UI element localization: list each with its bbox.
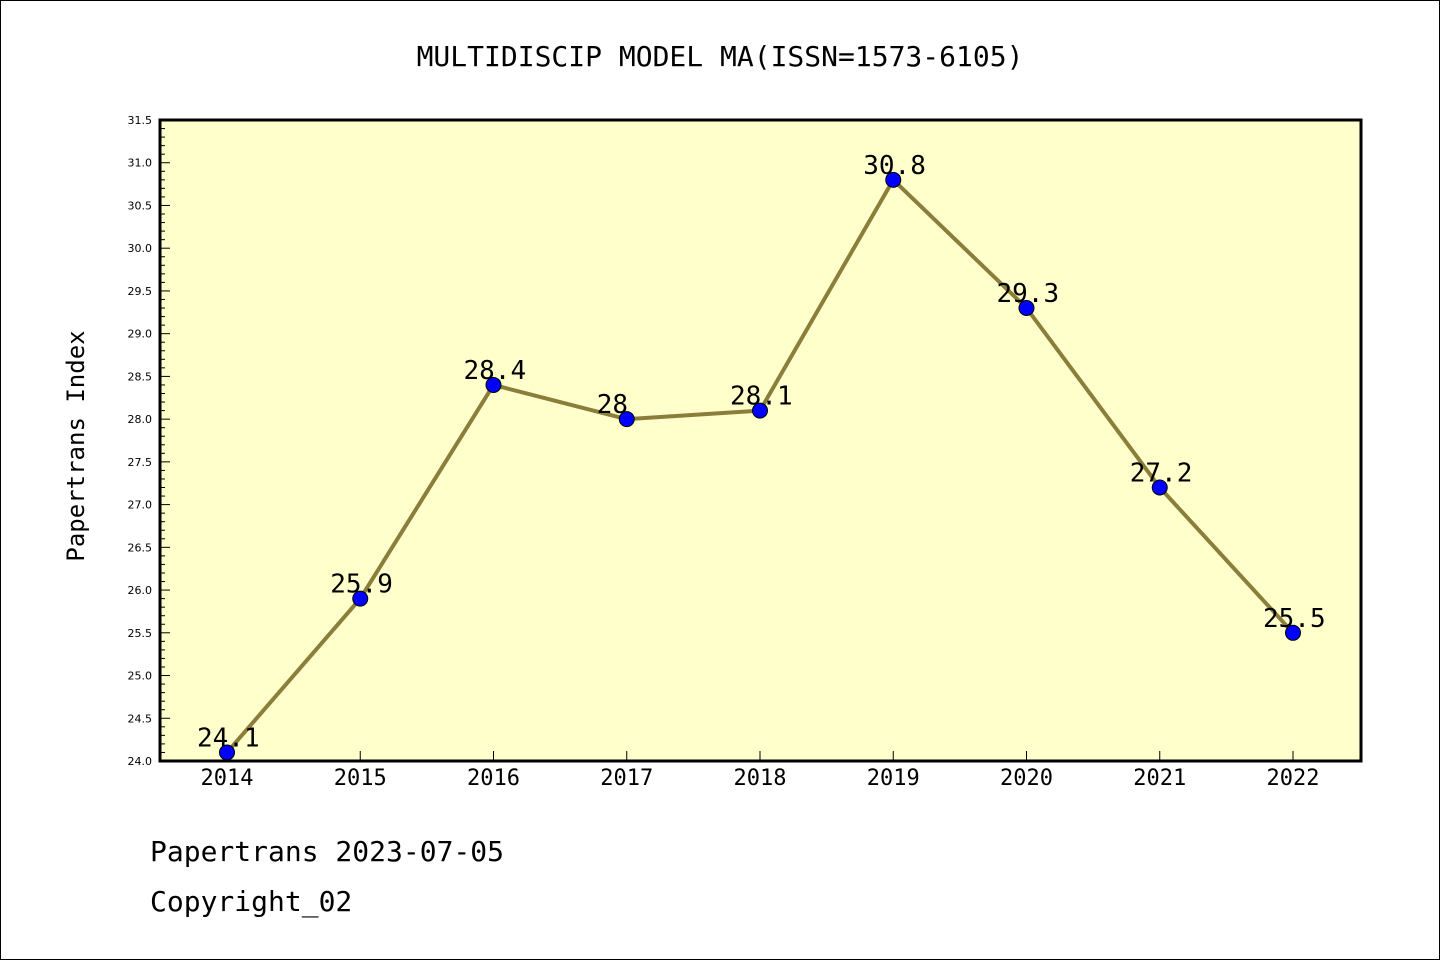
x-tick-label: 2019 [867, 766, 920, 791]
x-tick-label: 2021 [1133, 766, 1186, 791]
chart-title: MULTIDISCIP MODEL MA(ISSN=1573-6105) [417, 40, 1024, 73]
y-tick-label: 31.5 [128, 114, 153, 127]
x-tick-label: 2016 [467, 766, 520, 791]
axis-ticks: 24.0 24.5 25.0 25.5 26.0 26.5 27.0 27.5 28.0 28.5… [128, 114, 1320, 791]
data-point [618, 411, 635, 428]
data-label: 30.8 [863, 151, 926, 181]
data-point [885, 171, 902, 188]
y-tick-label: 26.0 [128, 584, 153, 597]
y-tick-label: 28.0 [128, 413, 153, 426]
x-tick-label: 2014 [201, 766, 254, 791]
y-tick-label: 31.0 [128, 157, 153, 170]
data-point [1018, 300, 1035, 317]
y-tick-label: 30.5 [128, 199, 153, 212]
data-label: 25.9 [330, 570, 393, 600]
data-point [485, 376, 502, 393]
data-label: 29.3 [997, 279, 1060, 309]
data-label: 27.2 [1130, 459, 1193, 489]
data-point [752, 402, 768, 419]
y-tick-label: 25.5 [128, 627, 153, 640]
data-label: 25.5 [1263, 604, 1326, 634]
data-point [1151, 479, 1168, 496]
y-tick-label: 24.5 [128, 712, 153, 725]
data-markers [219, 171, 1301, 761]
data-label: 24.1 [197, 723, 260, 753]
y-tick-label: 30.0 [128, 242, 153, 255]
data-labels: 24.1 25.9 28.4 28 28.1 30.8 29.3 27.2 25.5 [197, 151, 1326, 754]
x-tick-label: 2017 [600, 766, 653, 791]
y-axis-label: Papertrans Index [62, 330, 90, 561]
y-tick-label: 29.5 [128, 285, 153, 298]
plot-border [158, 118, 1363, 763]
y-tick-label: 24.0 [128, 755, 153, 768]
data-label: 28.4 [464, 356, 527, 386]
y-tick-label: 26.5 [128, 541, 153, 554]
x-tick-label: 2018 [734, 766, 787, 791]
x-tick-label: 2015 [334, 766, 387, 791]
x-tick-label: 2022 [1267, 766, 1320, 791]
y-tick-label: 27.0 [128, 499, 153, 512]
y-tick-label: 28.5 [128, 370, 153, 383]
footer-copyright: Copyright_02 [150, 885, 353, 918]
y-tick-label: 29.0 [128, 328, 153, 341]
plot-area [160, 120, 1361, 761]
data-point [352, 590, 369, 607]
footer-date: Papertrans 2023-07-05 [150, 835, 505, 868]
x-tick-label: 2020 [1000, 766, 1053, 791]
data-label: 28.1 [730, 382, 793, 412]
data-label: 28 [597, 390, 628, 420]
y-tick-label: 25.0 [128, 670, 153, 683]
y-tick-label: 27.5 [128, 456, 153, 469]
data-point [1285, 624, 1301, 641]
